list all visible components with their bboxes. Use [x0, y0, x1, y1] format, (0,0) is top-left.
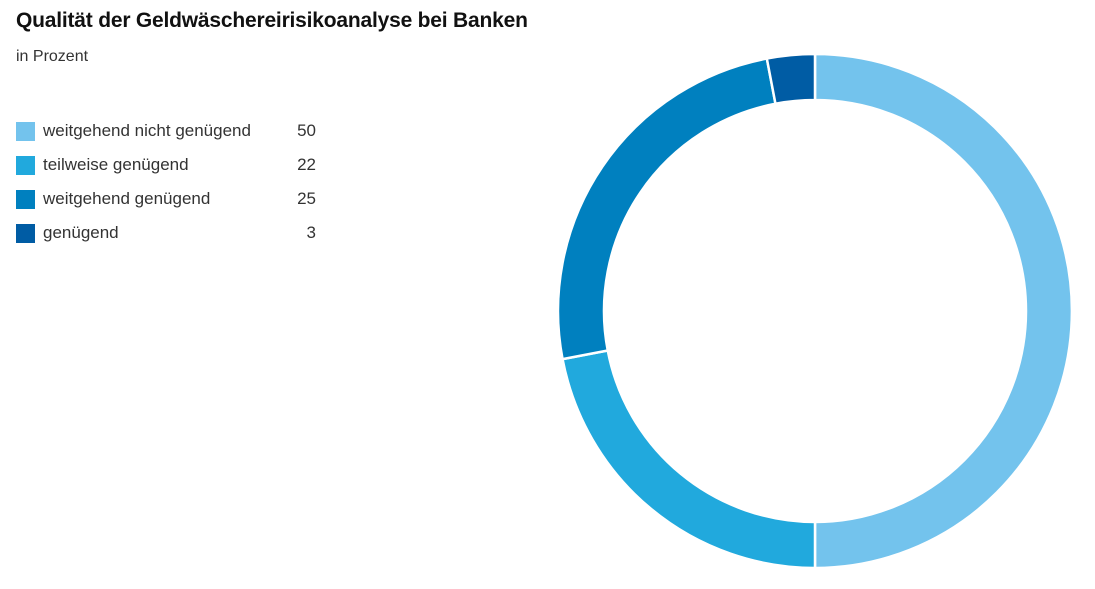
legend-item: genügend 3 — [16, 216, 316, 250]
donut-segment — [561, 349, 817, 570]
legend-item: weitgehend genügend 25 — [16, 182, 316, 216]
legend-label: teilweise genügend — [43, 155, 189, 174]
donut-segment — [765, 52, 817, 106]
legend: weitgehend nicht genügend 50 teilweise g… — [16, 114, 316, 250]
donut-segment — [813, 52, 1074, 570]
legend-swatch — [16, 121, 35, 141]
chart-title: Qualität der Geldwäschereirisikoanalyse … — [16, 9, 528, 32]
legend-label: genügend — [43, 223, 119, 242]
legend-item: teilweise genügend 22 — [16, 148, 316, 182]
legend-value: 3 — [306, 223, 316, 242]
legend-label: weitgehend genügend — [43, 189, 211, 208]
legend-value: 22 — [297, 155, 316, 174]
legend-value: 25 — [297, 189, 316, 208]
donut-segment — [556, 57, 777, 361]
legend-swatch — [16, 155, 35, 175]
legend-item: weitgehend nicht genügend 50 — [16, 114, 316, 148]
chart-subtitle: in Prozent — [16, 48, 89, 65]
legend-swatch — [16, 223, 35, 243]
legend-label: weitgehend nicht genügend — [43, 121, 251, 140]
legend-swatch — [16, 189, 35, 209]
legend-value: 50 — [297, 121, 316, 140]
